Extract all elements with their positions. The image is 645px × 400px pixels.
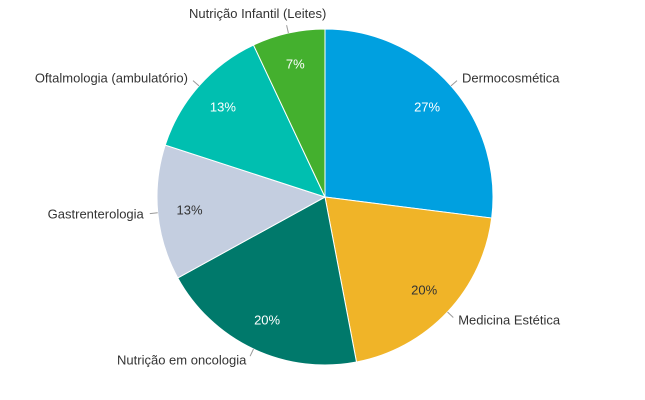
category-label-nutricao-infantil-leites: Nutrição Infantil (Leites)	[189, 6, 326, 21]
leader-line-nutricao-infantil-leites	[286, 25, 289, 34]
leader-lines	[149, 25, 458, 357]
leader-line-oftalmologia-ambulatorio	[192, 80, 200, 87]
category-label-nutricao-em-oncologia: Nutrição em oncologia	[117, 352, 247, 367]
percent-label-medicina-estetica: 20%	[411, 283, 437, 298]
percent-labels: 27% 20% 20% 13% 13% 7%	[176, 57, 440, 328]
category-label-gastrenterologia: Gastrenterologia	[48, 206, 145, 221]
pie-slice-oftalmologia-ambulatorio	[164, 44, 326, 198]
category-label-oftalmologia-ambulatorio: Oftalmologia (ambulatório)	[35, 71, 188, 86]
category-labels: Dermocosmética Medicina Estética Nutrição …	[35, 6, 561, 368]
pie-slice-medicina-estetica	[324, 196, 493, 363]
leader-line-dermocosmetica	[450, 80, 458, 87]
pie-slice-nutricao-infantil-leites	[252, 28, 326, 198]
leader-line-medicina-estetica	[447, 311, 454, 318]
category-label-dermocosmetica: Dermocosmética	[462, 71, 560, 86]
percent-label-nutricao-em-oncologia: 20%	[254, 313, 280, 328]
category-label-medicina-estetica: Medicina Estética	[458, 313, 561, 328]
pie-slices	[156, 28, 494, 366]
percent-label-gastrenterologia: 13%	[176, 202, 202, 217]
leader-line-nutricao-em-oncologia	[249, 348, 254, 357]
leader-line-gastrenterologia	[149, 212, 158, 215]
pie-slice-dermocosmetica	[324, 28, 494, 219]
percent-label-oftalmologia-ambulatorio: 13%	[210, 100, 236, 115]
pie-slice-gastrenterologia	[156, 144, 327, 279]
percent-label-dermocosmetica: 27%	[414, 100, 440, 115]
percent-label-nutricao-infantil-leites: 7%	[286, 57, 305, 72]
